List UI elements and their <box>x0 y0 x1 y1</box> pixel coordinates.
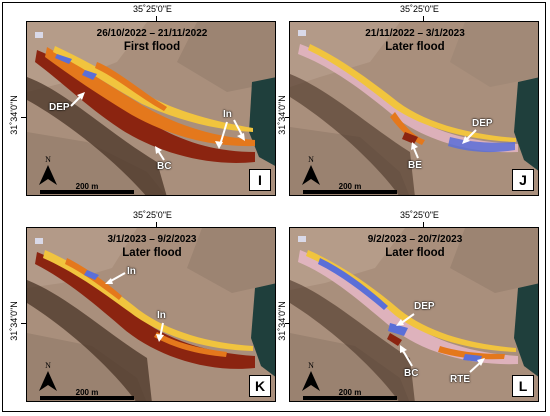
panel-j-scale-label: 200 m <box>338 182 362 191</box>
panel-k-scale-label: 200 m <box>75 388 99 397</box>
panel-l-north-label: N <box>308 361 314 370</box>
panel-i-north-label: N <box>45 155 51 164</box>
longitude-tick-top-right <box>423 16 424 21</box>
panel-i-title: First flood <box>123 41 181 53</box>
panel-k-label-in-lower: In <box>157 310 166 321</box>
panel-k-scale-bar <box>40 396 134 400</box>
panel-j-title: Later flood <box>385 41 445 53</box>
latitude-tick-left-bottom <box>21 323 26 324</box>
latitude-label-left-top: 31˚34'0"N <box>9 95 19 135</box>
panel-l-label-bc: BC <box>404 368 419 379</box>
longitude-tick-top <box>156 16 157 21</box>
panel-i-label-in: In <box>223 109 232 120</box>
panel-l-letter: L <box>512 375 534 397</box>
panel-j-label-dep: DEP <box>472 118 493 129</box>
longitude-label-top-right: 35˚25'0"E <box>400 4 439 14</box>
panel-i-letter: I <box>249 169 271 191</box>
panel-j-dates: 21/11/2022 – 3/1/2023 <box>365 28 465 39</box>
panel-i-label-dep: DEP <box>49 102 70 113</box>
panel-i-north-arrow: N <box>37 155 59 187</box>
panel-k-letter: K <box>249 375 271 397</box>
panel-j-north-label: N <box>308 155 314 164</box>
panel-l-label-dep: DEP <box>414 301 435 312</box>
panel-j-scale-bar <box>303 190 397 194</box>
panel-k-title: Later flood <box>122 247 182 259</box>
panel-l-north-arrow: N <box>300 361 322 393</box>
latitude-tick-middle-bottom <box>285 323 290 324</box>
panel-l-title: Later flood <box>385 247 445 259</box>
latitude-label-left-bottom: 31˚34'0"N <box>9 301 19 341</box>
panel-l-scale-label: 200 m <box>338 388 362 397</box>
satellite-map-k <box>27 228 275 401</box>
map-panel-j: 21/11/2022 – 3/1/2023 Later flood DEP BE… <box>289 21 539 196</box>
map-panel-i: 26/10/2022 – 21/11/2022 First flood DEP … <box>26 21 276 196</box>
longitude-label-bottom-right: 35˚25'0"E <box>400 210 439 220</box>
panel-l-dates: 9/2/2023 – 20/7/2023 <box>367 234 463 245</box>
map-panel-k: 3/1/2023 – 9/2/2023 Later flood In In N … <box>26 227 276 402</box>
panel-j-label-be: BE <box>408 160 422 171</box>
panel-i-arrows <box>70 92 245 161</box>
satellite-map-l <box>290 228 538 401</box>
longitude-label-top: 35˚25'0"E <box>133 4 172 14</box>
panel-l-scale-bar <box>303 396 397 400</box>
panel-k-north-label: N <box>45 361 51 370</box>
panel-l-arrows <box>396 313 485 373</box>
map-panel-l: 9/2/2023 – 20/7/2023 Later flood DEP BC … <box>289 227 539 402</box>
satellite-map-i <box>27 22 275 195</box>
panel-j-north-arrow: N <box>300 155 322 187</box>
longitude-label-bottom: 35˚25'0"E <box>133 210 172 220</box>
panel-l-label-rte: RTE <box>450 374 470 385</box>
panel-j-letter: J <box>512 169 534 191</box>
panel-k-dates: 3/1/2023 – 9/2/2023 <box>107 234 197 245</box>
panel-k-label-in-upper: In <box>127 266 136 277</box>
latitude-label-middle-bottom: 31˚34'0"N <box>277 301 287 341</box>
longitude-tick-bottom-right <box>423 222 424 227</box>
longitude-tick-bottom <box>156 222 157 227</box>
panel-k-arrows <box>105 272 164 342</box>
panel-i-scale-bar <box>40 190 134 194</box>
satellite-map-j <box>290 22 538 195</box>
panel-i-dates: 26/10/2022 – 21/11/2022 <box>96 28 208 39</box>
panel-j-arrows <box>411 129 477 159</box>
latitude-tick-middle-top <box>285 117 290 118</box>
panel-i-label-bc: BC <box>157 161 172 172</box>
latitude-label-middle-top: 31˚34'0"N <box>277 95 287 135</box>
panel-k-north-arrow: N <box>37 361 59 393</box>
latitude-tick-left-top <box>21 117 26 118</box>
panel-i-scale-label: 200 m <box>75 182 99 191</box>
